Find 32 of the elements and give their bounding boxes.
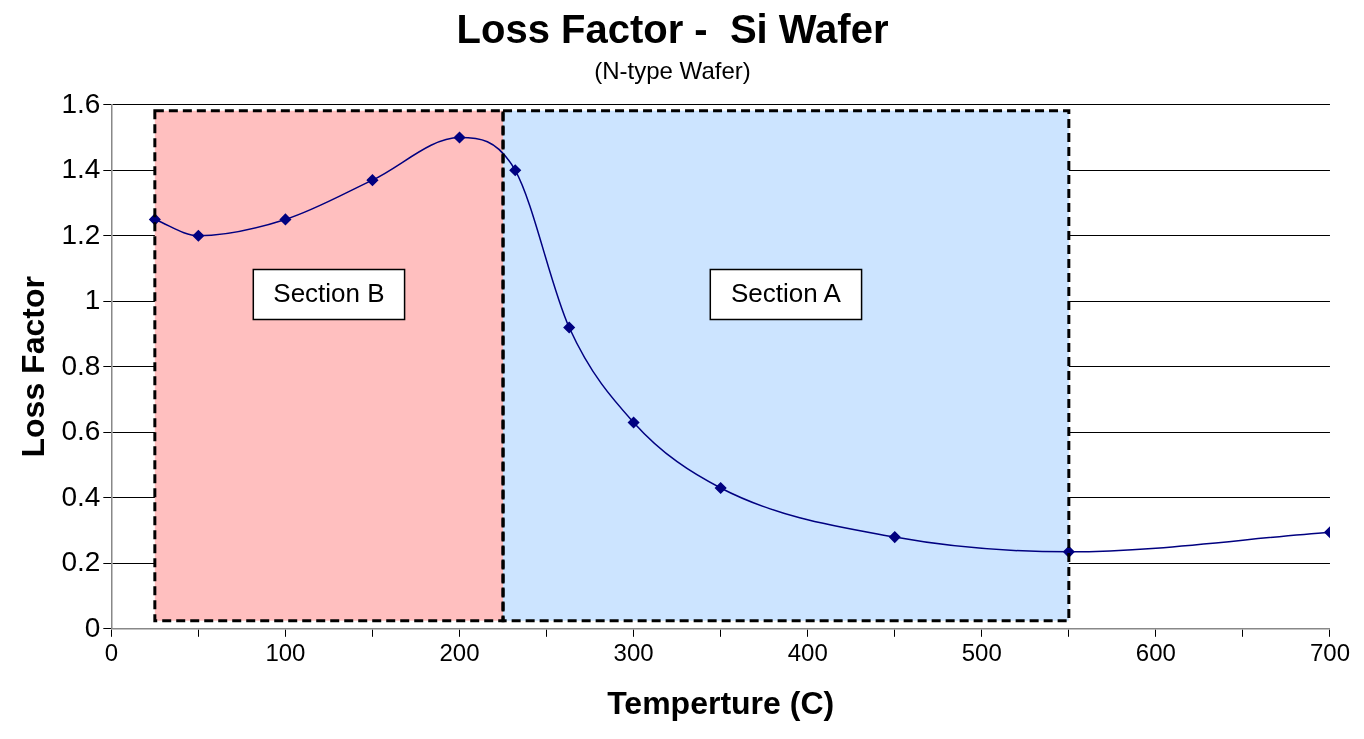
y-tick-label: 1.2	[61, 218, 101, 250]
chart-title: Loss Factor - Si Wafer	[456, 7, 889, 52]
x-tick-label: 700	[1309, 638, 1350, 666]
y-tick-label: 0.6	[61, 415, 101, 447]
chart-subtitle: (N-type Wafer)	[594, 57, 751, 85]
point	[192, 230, 205, 242]
y-tick-label: 0	[84, 611, 101, 643]
band-label: Section A	[731, 277, 842, 308]
x-tick-label: 0	[104, 638, 118, 666]
y-axis-title: Loss Factor	[15, 276, 52, 458]
y-tick-label: 0.4	[61, 480, 101, 512]
point	[279, 213, 292, 226]
point	[509, 164, 521, 177]
point	[627, 416, 640, 429]
y-tick-label: 0.2	[61, 546, 101, 578]
y-tick-label: 1.4	[61, 153, 101, 185]
point	[889, 531, 901, 543]
x-axis-title: Temperture (C)	[607, 684, 835, 721]
y-tick-label: 1	[84, 284, 101, 316]
x-tick-label: 200	[439, 638, 480, 666]
point	[366, 174, 379, 186]
point	[453, 131, 466, 144]
band-label: Section B	[273, 277, 385, 308]
x-tick-label: 100	[265, 638, 306, 666]
point	[563, 321, 575, 334]
y-tick-label: 0.8	[61, 349, 101, 381]
x-tick-label: 500	[961, 638, 1002, 666]
y-tick-label: 1.6	[61, 87, 101, 119]
x-tick-label: 300	[613, 638, 654, 666]
x-tick-label: 400	[787, 638, 828, 666]
x-tick-label: 600	[1135, 638, 1176, 666]
point	[714, 482, 727, 494]
